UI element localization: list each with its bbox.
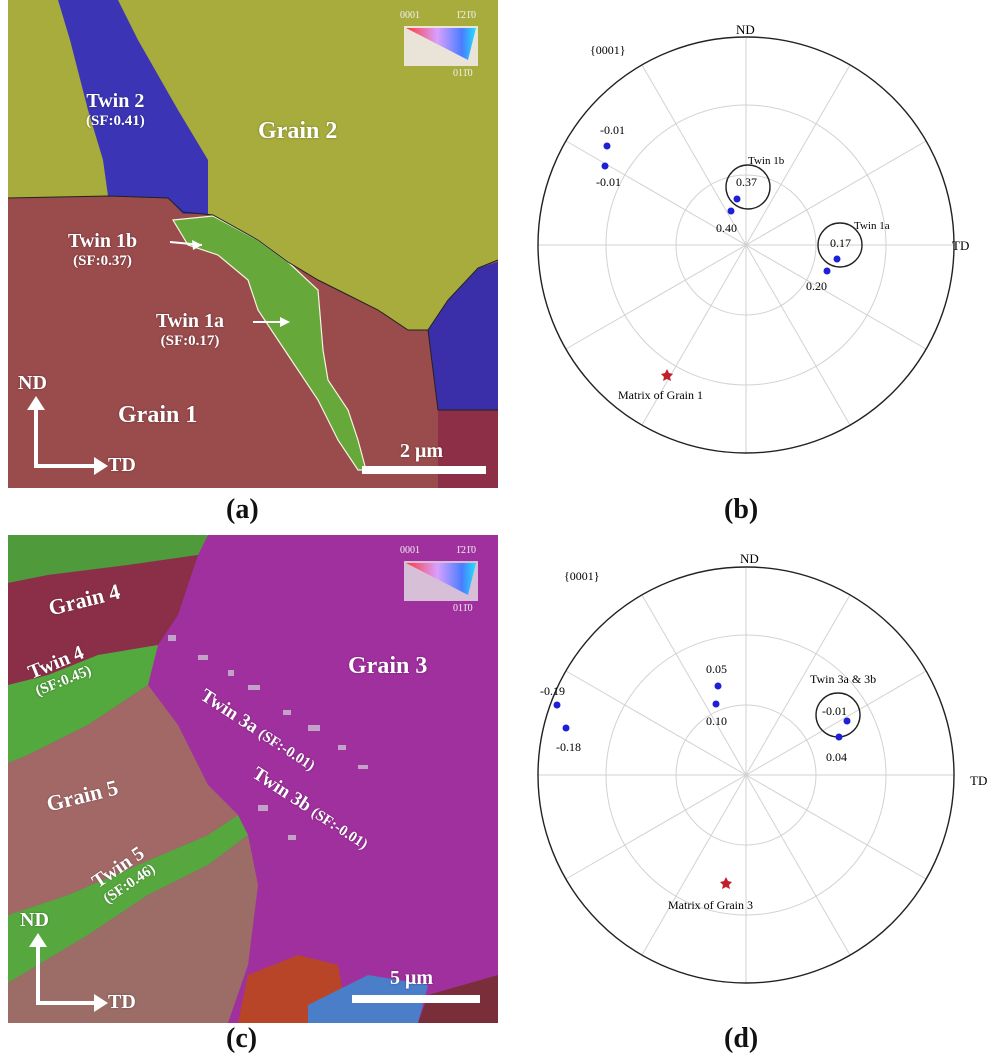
key-label-0110: 011̄0	[453, 603, 473, 614]
key-label-0001: 0001	[400, 545, 420, 556]
pf-d-td: TD	[970, 773, 987, 788]
pf-d-title: {0001}	[564, 569, 600, 583]
key-label-1210: 1̄21̄0	[456, 545, 476, 556]
matrix-label-b: Matrix of Grain 1	[618, 388, 703, 402]
pole-point	[833, 255, 841, 263]
caption-a: (a)	[226, 494, 259, 525]
pole-label: -0.01	[596, 175, 621, 189]
twin-2-region	[58, 0, 208, 214]
twin-1a-label: Twin 1a (SF:0.17)	[156, 310, 224, 349]
twin-1a-circle	[817, 222, 863, 268]
color-key-c	[404, 561, 478, 601]
panel-b: {0001} ND TD -0.01 -0.01 Twin 1b 0.37 0.…	[520, 0, 990, 540]
pf-b-td: TD	[952, 238, 969, 253]
ebsd-map-a: 0001 1̄21̄0 011̄0 Twin 2 (SF:0.41) Grain…	[8, 0, 498, 488]
pole-label: 0.20	[806, 279, 827, 293]
axis-td-a: TD	[108, 454, 136, 476]
twin-1b-circle	[725, 164, 771, 210]
pf-d-nd: ND	[740, 551, 759, 566]
color-key-a	[404, 26, 478, 66]
twin-4-region	[8, 645, 158, 763]
pole-label: -0.18	[556, 740, 581, 754]
twin-2-label: Twin 2 (SF:0.41)	[86, 90, 145, 129]
key-label-0110: 011̄0	[453, 68, 473, 79]
pf-b-title: {0001}	[590, 43, 626, 57]
pole-point	[733, 195, 741, 203]
blue-grain-right	[428, 262, 498, 410]
circle-label-twin-1b: Twin 1b	[748, 155, 785, 167]
pf-b-nd: ND	[736, 22, 755, 37]
pole-label: -0.01	[822, 704, 847, 718]
pole-label: 0.17	[830, 236, 851, 250]
axis-td-c: TD	[108, 991, 136, 1013]
matrix-label-d: Matrix of Grain 3	[668, 898, 753, 912]
scale-label-c: 5 μm	[390, 967, 433, 989]
pole-point	[823, 267, 831, 275]
pole-point	[553, 701, 561, 709]
pole-figure-b: {0001} ND TD -0.01 -0.01 Twin 1b 0.37 0.…	[537, 22, 969, 454]
caption-b: (b)	[724, 494, 759, 525]
pole-label: 0.40	[716, 221, 737, 235]
twin-5-region	[8, 815, 248, 983]
pole-label: -0.01	[600, 123, 625, 137]
grain-5-region	[8, 685, 238, 915]
pole-figure-d: {0001} ND TD -0.19 -0.18 0.05 0.10 Twin …	[537, 551, 987, 984]
grain-1-label: Grain 1	[118, 402, 198, 428]
key-label-1210: 1̄21̄0	[456, 10, 476, 21]
ebsd-map-c: 0001 1̄21̄0 011̄0 Grain 4 Grain 3 Twin 4…	[8, 535, 498, 1023]
pole-point	[727, 207, 735, 215]
pole-label: 0.05	[706, 662, 727, 676]
red-grain-right	[438, 410, 498, 488]
pole-point	[601, 162, 609, 170]
pole-label: 0.10	[706, 714, 727, 728]
key-label-0001: 0001	[400, 10, 420, 21]
panel-a: 0001 1̄21̄0 011̄0 Twin 2 (SF:0.41) Grain…	[8, 0, 498, 540]
pole-point	[843, 717, 851, 725]
axis-nd-c: ND	[20, 909, 49, 931]
twin-1b-label: Twin 1b (SF:0.37)	[68, 230, 138, 269]
pole-point	[714, 682, 722, 690]
circle-label-twin-3a-3b: Twin 3a & 3b	[810, 672, 876, 686]
pole-point	[835, 733, 843, 741]
grain-4-region	[8, 555, 198, 685]
grain-2-label: Grain 2	[258, 118, 338, 144]
axis-nd-a: ND	[18, 372, 47, 394]
pole-point	[562, 724, 570, 732]
pole-label: 0.04	[826, 750, 847, 764]
matrix-star-d	[720, 877, 732, 889]
caption-d: (d)	[724, 1023, 759, 1054]
caption-c: (c)	[226, 1023, 258, 1054]
panel-d: {0001} ND TD -0.19 -0.18 0.05 0.10 Twin …	[520, 535, 990, 1061]
circle-label-twin-1a: Twin 1a	[854, 220, 890, 232]
pole-label: -0.19	[540, 684, 565, 698]
panel-c: 0001 1̄21̄0 011̄0 Grain 4 Grain 3 Twin 4…	[8, 535, 498, 1061]
grain-3-label: Grain 3	[348, 653, 428, 679]
pole-label: 0.37	[736, 175, 757, 189]
matrix-star-b	[661, 369, 673, 381]
pole-point	[603, 142, 611, 150]
pole-point	[712, 700, 720, 708]
scale-label-a: 2 μm	[400, 440, 443, 462]
